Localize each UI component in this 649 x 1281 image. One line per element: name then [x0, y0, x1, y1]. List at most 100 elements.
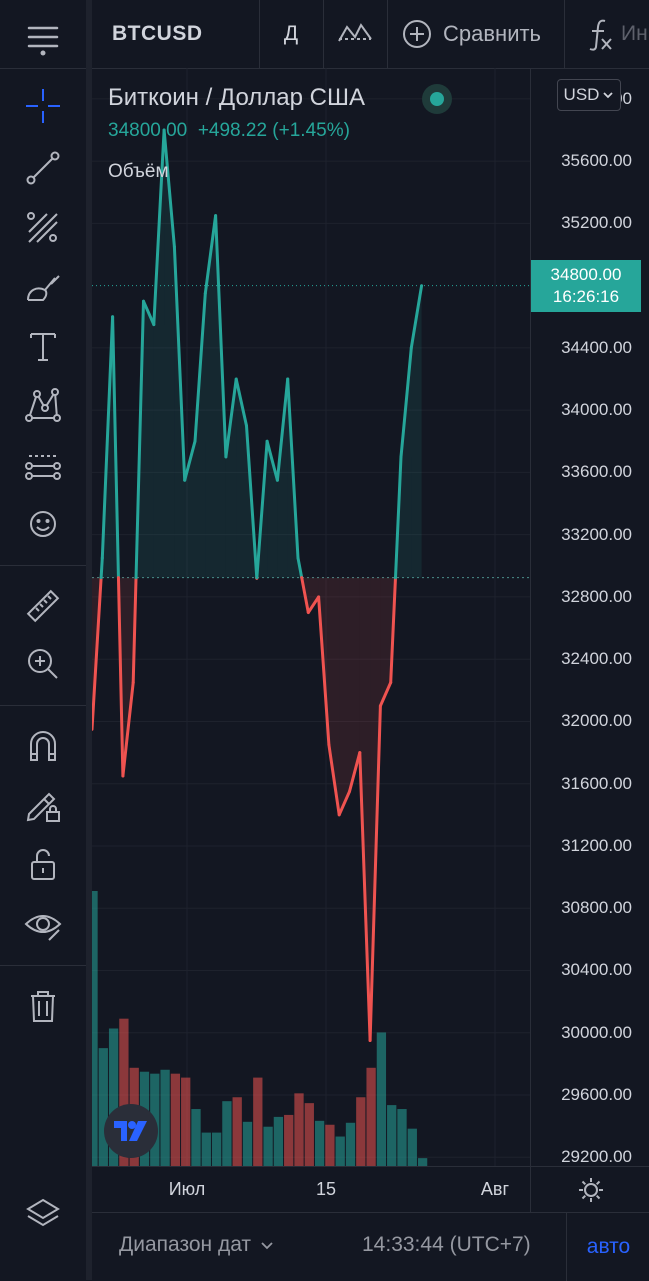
auto-scale-button[interactable]: авто — [566, 1213, 649, 1281]
volume-bar — [397, 1109, 406, 1166]
price-tick-label: 33200.00 — [561, 525, 632, 545]
brush-tool-button[interactable] — [13, 262, 73, 314]
interval-label: Д — [284, 22, 298, 46]
volume-bar — [305, 1103, 314, 1166]
function-icon — [587, 17, 613, 51]
legend-change: +498.22 (+1.45%) — [198, 120, 350, 141]
volume-bar — [294, 1093, 303, 1166]
text-tool-button[interactable] — [13, 320, 73, 372]
emoji-icon — [23, 504, 63, 544]
volume-bar — [418, 1158, 427, 1166]
timezone-clock[interactable]: 14:33:44 (UTC+7) — [362, 1233, 531, 1257]
remove-drawings-button[interactable] — [13, 980, 73, 1032]
magnet-icon — [23, 726, 63, 766]
volume-bar — [366, 1068, 375, 1166]
drawing-toolbar — [0, 0, 87, 1280]
price-scale[interactable]: 36000.0035600.0035200.0034400.0034000.00… — [530, 68, 649, 1166]
currency-button[interactable]: USD — [557, 79, 621, 111]
gann-fib-tool-button[interactable] — [13, 202, 73, 254]
chart-type-button[interactable] — [323, 0, 388, 68]
lock-drawing-button[interactable] — [13, 778, 73, 830]
last-price-value: 34800.00 — [551, 264, 622, 286]
volume-bar — [356, 1097, 365, 1166]
ruler-tool-button[interactable] — [13, 580, 73, 632]
price-line-segment — [101, 558, 102, 578]
object-tree-button[interactable] — [13, 1188, 73, 1240]
last-price-label: 34800.00 16:26:16 — [531, 260, 641, 312]
chart-settings-button[interactable] — [530, 1167, 649, 1213]
chevron-down-icon — [259, 1239, 275, 1251]
prediction-tool-button[interactable] — [13, 440, 73, 492]
unlock-button[interactable] — [13, 838, 73, 890]
time-axis[interactable]: Июл 15 Авг — [92, 1166, 649, 1213]
zoom-in-button[interactable] — [13, 638, 73, 690]
legend-values: 34800.00 +498.22 (+1.45%) — [108, 120, 350, 142]
price-tick-label: 29600.00 — [561, 1085, 632, 1105]
pattern-tool-button[interactable] — [13, 380, 73, 432]
bottom-toolbar: Диапазон дат 14:33:44 (UTC+7) авто — [92, 1212, 649, 1281]
baseline-fill — [401, 348, 411, 578]
volume-bar — [325, 1125, 334, 1166]
ruler-icon — [23, 586, 63, 626]
pattern-icon — [23, 386, 63, 426]
time-tick: Июл — [169, 1179, 206, 1200]
volume-bar — [191, 1109, 200, 1166]
volume-bar — [92, 891, 98, 1166]
chart-pane[interactable] — [92, 68, 530, 1166]
price-tick-label: 35200.00 — [561, 213, 632, 233]
magnet-button[interactable] — [13, 720, 73, 772]
hide-drawings-button[interactable] — [13, 898, 73, 950]
price-tick-label: 29200.00 — [561, 1147, 632, 1167]
trend-line-tool-button[interactable] — [13, 142, 73, 194]
price-tick-label: 35600.00 — [561, 151, 632, 171]
date-range-button[interactable]: Диапазон дат — [119, 1233, 275, 1257]
tradingview-logo[interactable] — [104, 1104, 158, 1158]
volume-bar — [284, 1115, 293, 1166]
compare-button[interactable]: Сравнить — [387, 0, 565, 68]
unlock-icon — [23, 844, 63, 884]
baseline-fill — [339, 578, 349, 815]
text-icon — [23, 326, 63, 366]
menu-button[interactable] — [13, 12, 73, 64]
chevron-down-icon — [602, 90, 614, 100]
lock-drawing-icon — [23, 784, 63, 824]
layers-icon — [23, 1194, 63, 1234]
volume-bar — [315, 1121, 324, 1166]
market-open-indicator[interactable] — [422, 84, 452, 114]
menu-icon — [23, 18, 63, 58]
volume-bar — [263, 1127, 272, 1166]
indicators-button[interactable]: Ин — [565, 0, 649, 68]
volume-bar — [346, 1123, 355, 1166]
date-range-label: Диапазон дат — [119, 1233, 251, 1257]
baseline-fill — [144, 301, 154, 577]
symbol-title: Биткоин / Доллар США — [108, 84, 365, 112]
line-chart-type-icon — [337, 19, 373, 49]
volume-bar — [233, 1097, 242, 1166]
time-tick: 15 — [316, 1179, 336, 1200]
bar-countdown: 16:26:16 — [553, 286, 619, 308]
price-tick-label: 30800.00 — [561, 898, 632, 918]
interval-button[interactable]: Д — [259, 0, 324, 68]
volume-bar — [408, 1129, 417, 1166]
crosshair-tool-button[interactable] — [13, 80, 73, 132]
trend-line-icon — [23, 148, 63, 188]
zoom-in-icon — [23, 644, 63, 684]
header-toolbar: BTCUSD Д Сравнить Ин — [92, 0, 649, 69]
volume-bar — [202, 1133, 211, 1166]
price-tick-label: 32800.00 — [561, 587, 632, 607]
time-tick: Авг — [481, 1179, 509, 1200]
indicators-label: Ин — [621, 22, 648, 46]
compare-label: Сравнить — [443, 21, 541, 47]
price-tick-label: 34400.00 — [561, 338, 632, 358]
emoji-tool-button[interactable] — [13, 498, 73, 550]
volume-bar — [274, 1117, 283, 1166]
prediction-icon — [23, 446, 63, 486]
volume-bar — [243, 1122, 252, 1166]
price-tick-label: 31200.00 — [561, 836, 632, 856]
symbol-search-button[interactable]: BTCUSD — [92, 0, 260, 68]
volume-legend[interactable]: Объём — [108, 161, 169, 183]
crosshair-icon — [23, 86, 63, 126]
volume-bar — [387, 1105, 396, 1166]
baseline-fill — [154, 130, 164, 578]
symbol-label: BTCUSD — [112, 22, 203, 46]
